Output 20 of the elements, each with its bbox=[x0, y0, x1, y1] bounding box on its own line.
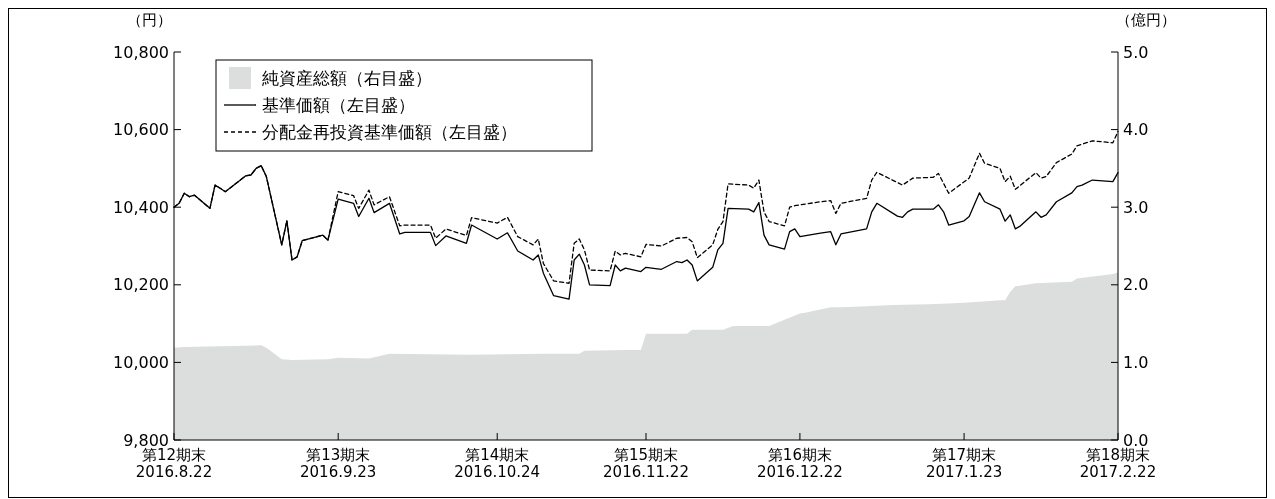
y2-tick-label: 1.0 bbox=[1123, 353, 1149, 372]
y2-tick-label: 3.0 bbox=[1123, 197, 1149, 217]
x-tick-label: 第17期末 2017.1.23 bbox=[925, 446, 1003, 482]
y2-tick-label: 4.0 bbox=[1123, 120, 1149, 140]
x-tick-label: 第15期末 2016.11.22 bbox=[603, 446, 689, 482]
legend-label: 純資産総額（右目盛） bbox=[262, 67, 432, 88]
legend-label: 分配金再投資基準価額（左目盛） bbox=[262, 121, 517, 142]
y2-tick-label: 5.0 bbox=[1123, 42, 1149, 62]
y2-axis-title: （億円） bbox=[1116, 11, 1176, 29]
y-tick-label: 10,400 bbox=[113, 197, 169, 217]
y2-tick-label: 2.0 bbox=[1123, 275, 1149, 295]
y-tick-label: 10,800 bbox=[113, 42, 169, 62]
x-tick-label: 第13期末 2016.9.23 bbox=[300, 446, 377, 482]
legend-label: 基準価額（左目盛） bbox=[262, 94, 415, 115]
x-tick-label: 第16期末 2016.12.22 bbox=[756, 446, 843, 482]
y-tick-label: 10,000 bbox=[113, 353, 169, 372]
y-tick-label: 10,600 bbox=[113, 120, 169, 140]
y-axis-title: （円） bbox=[126, 11, 172, 29]
x-tick-label: 第14期末 2016.10.24 bbox=[454, 446, 541, 482]
y-tick-label: 10,200 bbox=[113, 275, 169, 295]
